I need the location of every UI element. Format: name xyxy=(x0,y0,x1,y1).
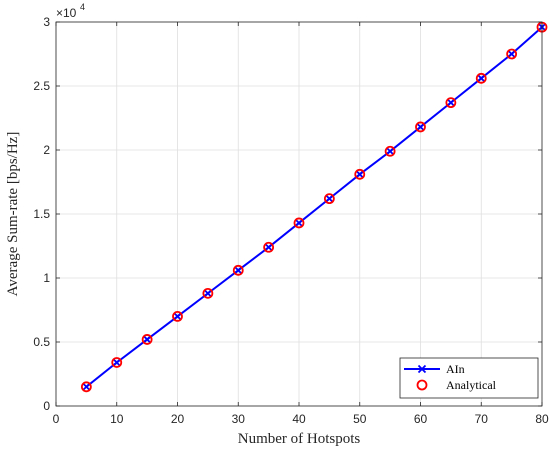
data-point-analytical xyxy=(475,72,487,84)
data-point-analytical xyxy=(202,287,214,299)
x-tick-label: 0 xyxy=(53,412,60,426)
data-point-ain xyxy=(294,218,304,228)
x-tick-label: 30 xyxy=(232,412,246,426)
data-point-ain xyxy=(203,289,213,298)
y-tick-label: 1.5 xyxy=(33,207,50,221)
data-point-ain xyxy=(325,194,334,203)
series-line-ain xyxy=(85,26,543,388)
data-point-analytical xyxy=(80,381,92,393)
data-point-analytical xyxy=(354,168,366,180)
data-point-analytical xyxy=(323,193,335,205)
data-point-ain xyxy=(142,335,152,344)
data-point-ain xyxy=(446,98,456,107)
legend: AIn Analytical xyxy=(399,357,539,399)
data-point-analytical xyxy=(111,357,123,368)
data-point-ain xyxy=(385,147,395,156)
data-point-ain xyxy=(82,382,91,391)
y-tick-label: 0 xyxy=(43,399,50,413)
data-point-ain xyxy=(264,243,273,252)
data-point-analytical xyxy=(172,310,183,322)
y-tick-label: 3 xyxy=(43,15,50,29)
data-point-ain xyxy=(234,266,243,275)
y-tick-label: 1 xyxy=(43,271,50,285)
data-point-analytical xyxy=(445,97,457,109)
data-point-analytical xyxy=(506,48,518,60)
data-point-ain xyxy=(355,170,364,179)
x-tick-label: 40 xyxy=(292,412,306,426)
series-layer xyxy=(80,21,548,393)
tick-layer: 0 10 20 30 40 50 60 70 80 0 0.5 1 1.5 2 2.5 3 xyxy=(33,15,549,426)
data-point-ain xyxy=(416,122,425,132)
data-point-analytical xyxy=(293,217,305,229)
legend-ain-label: AIn xyxy=(446,362,465,376)
y-multiplier: ×10 4 xyxy=(56,2,85,20)
data-point-ain xyxy=(477,74,486,83)
y-axis-label: Average Sum-rate [bps/Hz] xyxy=(5,132,21,297)
legend-box xyxy=(399,357,539,399)
x-tick-label: 70 xyxy=(475,412,489,426)
y-tick-label: 2.5 xyxy=(33,79,50,93)
legend-analytical-label: Analytical xyxy=(446,378,497,392)
legend-ain-marker xyxy=(417,364,427,374)
data-point-ain xyxy=(507,49,516,59)
data-point-ain xyxy=(173,312,182,321)
y-tick-label: 2 xyxy=(43,143,50,157)
x-axis-label: Number of Hotspots xyxy=(238,431,361,447)
x-tick-label: 10 xyxy=(110,412,124,426)
y-multiplier-exponent: 4 xyxy=(80,2,85,12)
data-point-analytical xyxy=(415,121,426,133)
data-point-analytical xyxy=(232,264,244,276)
x-tick-label: 80 xyxy=(535,412,549,426)
data-point-ain xyxy=(112,358,121,367)
data-point-analytical xyxy=(141,334,153,345)
x-tick-label: 50 xyxy=(353,412,367,426)
legend-analytical-marker xyxy=(416,379,428,391)
x-tick-label: 60 xyxy=(414,412,428,426)
y-tick-label: 0.5 xyxy=(33,335,50,349)
data-point-analytical xyxy=(263,241,275,253)
x-tick-label: 20 xyxy=(171,412,185,426)
y-multiplier-base: ×10 xyxy=(56,6,77,20)
data-point-analytical xyxy=(384,145,396,157)
